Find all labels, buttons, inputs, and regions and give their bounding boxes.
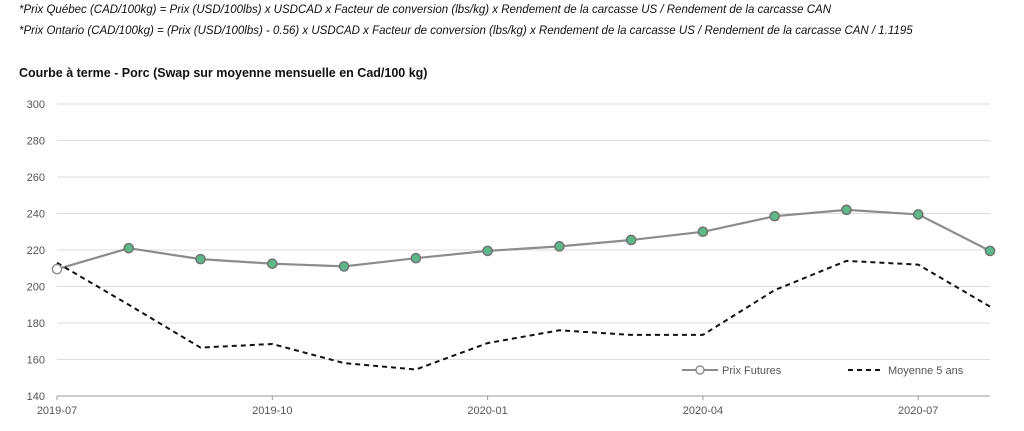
y-tick-label: 200	[27, 282, 45, 294]
x-tick-label: 2020-04	[683, 405, 723, 417]
series-lines	[56, 208, 991, 371]
data-point	[267, 258, 278, 269]
formula-ontario-note: *Prix Ontario (CAD/100kg) = (Prix (USD/1…	[19, 25, 913, 37]
series-line-2	[56, 259, 991, 371]
x-tick-label: 2019-07	[37, 405, 77, 417]
legend: Prix Futures Moyenne 5 ans	[682, 365, 964, 377]
data-point	[123, 242, 135, 254]
data-point	[984, 245, 996, 257]
data-point	[554, 241, 565, 252]
y-tick-label: 280	[27, 136, 45, 148]
y-tick-label: 260	[27, 172, 45, 184]
legend-marker	[695, 365, 705, 375]
data-point	[51, 263, 63, 275]
y-tick-label: 140	[27, 391, 45, 403]
legend-label: Prix Futures	[722, 365, 782, 377]
y-tick-label: 220	[27, 245, 45, 257]
data-point	[195, 253, 206, 265]
data-point	[769, 210, 780, 222]
y-tick-label: 300	[27, 99, 45, 111]
data-point	[482, 245, 493, 257]
series-line-1	[56, 208, 991, 271]
x-tick-label: 2020-07	[898, 405, 938, 417]
axes: 140 160 180 200 220 240 260 280 300 2019-07 2019-1…	[27, 99, 939, 417]
data-point	[410, 252, 422, 264]
y-tick-label: 180	[27, 318, 45, 330]
series-markers	[51, 204, 996, 275]
data-point	[625, 234, 637, 246]
data-point	[338, 261, 350, 272]
formula-quebec-note: *Prix Québec (CAD/100kg) = Prix (USD/100…	[19, 4, 832, 16]
chart-title: Courbe à terme - Porc (Swap sur moyenne …	[19, 66, 428, 80]
y-tick-label: 160	[27, 355, 45, 367]
x-tick-label: 2019-10	[252, 405, 292, 417]
x-tick-label: 2020-01	[467, 405, 507, 417]
legend-label: Moyenne 5 ans	[888, 365, 964, 377]
data-point	[697, 226, 709, 238]
gridlines	[57, 103, 990, 397]
data-point	[912, 209, 924, 220]
y-tick-label: 240	[27, 209, 45, 221]
data-point	[841, 204, 852, 216]
